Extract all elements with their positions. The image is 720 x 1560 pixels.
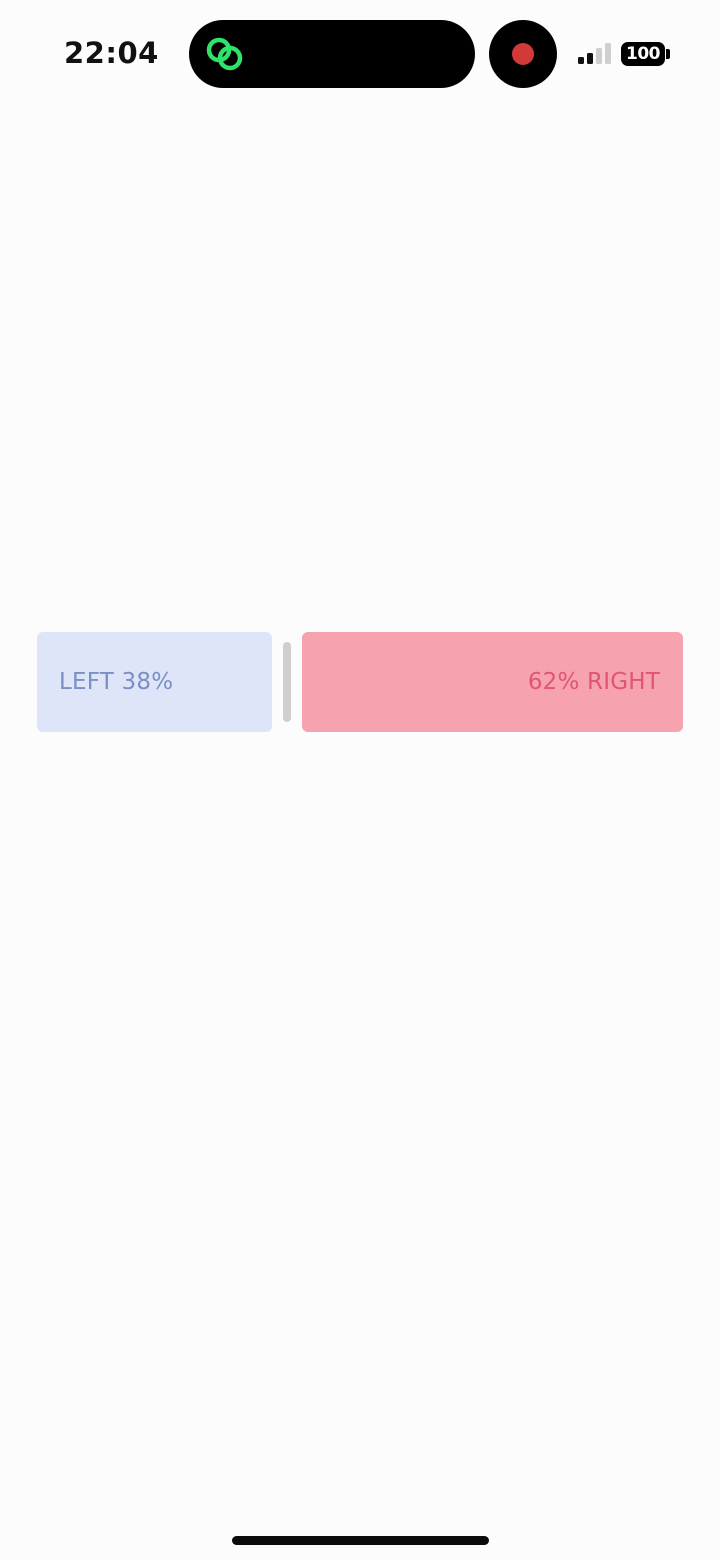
- home-indicator[interactable]: [232, 1536, 489, 1545]
- dynamic-island[interactable]: [189, 20, 475, 88]
- red-record-dot-icon: [512, 43, 534, 65]
- linked-rings-icon: [206, 37, 243, 71]
- battery-tip: [666, 49, 670, 59]
- battery-icon: 100: [621, 42, 665, 66]
- status-clock: 22:04: [64, 36, 159, 70]
- recording-indicator[interactable]: [489, 20, 557, 88]
- split-bar[interactable]: LEFT 38% 62% RIGHT: [37, 632, 683, 732]
- signal-bar: [605, 43, 611, 64]
- left-panel-label: LEFT 38%: [59, 669, 174, 695]
- left-panel[interactable]: LEFT 38%: [37, 632, 272, 732]
- signal-bar: [578, 57, 584, 64]
- right-panel-label: 62% RIGHT: [527, 669, 660, 695]
- right-panel[interactable]: 62% RIGHT: [302, 632, 683, 732]
- signal-bar: [596, 48, 602, 64]
- split-divider-handle[interactable]: [283, 642, 291, 722]
- status-bar: 22:04 100: [0, 0, 720, 100]
- signal-bar: [587, 53, 593, 64]
- cellular-signal-icon: [578, 42, 614, 64]
